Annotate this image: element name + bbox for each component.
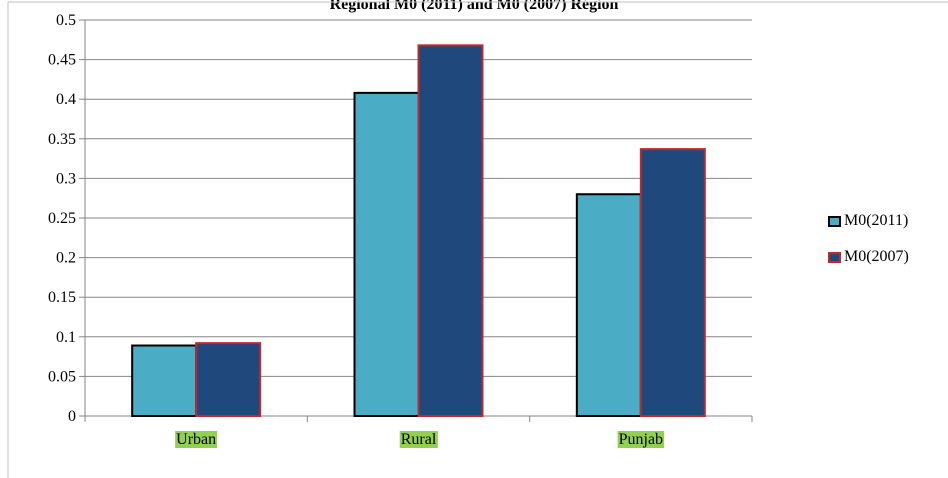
x-tick-label: Punjab [619,431,663,448]
y-tick-label: 0.3 [56,170,76,187]
legend-item-m0-2007: M0(2007) [828,244,909,270]
y-tick-label: 0.1 [56,329,76,346]
y-tick-label: 0.15 [48,289,76,306]
legend-label-m0-2007: M0(2007) [844,248,909,265]
y-tick-label: 0.4 [56,91,76,108]
legend: M0(2011) M0(2007) [828,208,909,280]
y-tick-label: 0.45 [48,52,76,69]
y-tick-label: 0.35 [48,131,76,148]
bar-m0-2011--punjab [575,193,642,417]
bar-m0-2007--urban [195,342,262,417]
legend-swatch-m0-2011 [828,215,841,227]
y-tick-label: 0 [68,408,76,425]
y-tick-label: 0.5 [56,12,76,29]
x-tick-label-highlight [175,431,218,448]
y-tick-label: 0.25 [48,210,76,227]
x-tick-label: Urban [176,431,216,448]
bar-m0-2007--punjab [639,148,706,417]
legend-label-m0-2011: M0(2011) [844,212,909,229]
legend-swatch-m0-2007 [828,251,841,263]
x-tick-label-highlight [617,431,665,448]
y-tick-label: 0.2 [56,250,76,267]
legend-item-m0-2011: M0(2011) [828,208,909,234]
x-tick-label-highlight [399,431,438,448]
y-tick-label: 0.05 [48,368,76,385]
x-tick-label: Rural [401,431,437,448]
bar-m0-2007--rural [417,44,484,418]
bar-m0-2011--urban [131,344,198,417]
bar-m0-2011--rural [353,91,420,417]
chart-title: Regional M0 (2011) and M0 (2007) Région [329,0,619,13]
